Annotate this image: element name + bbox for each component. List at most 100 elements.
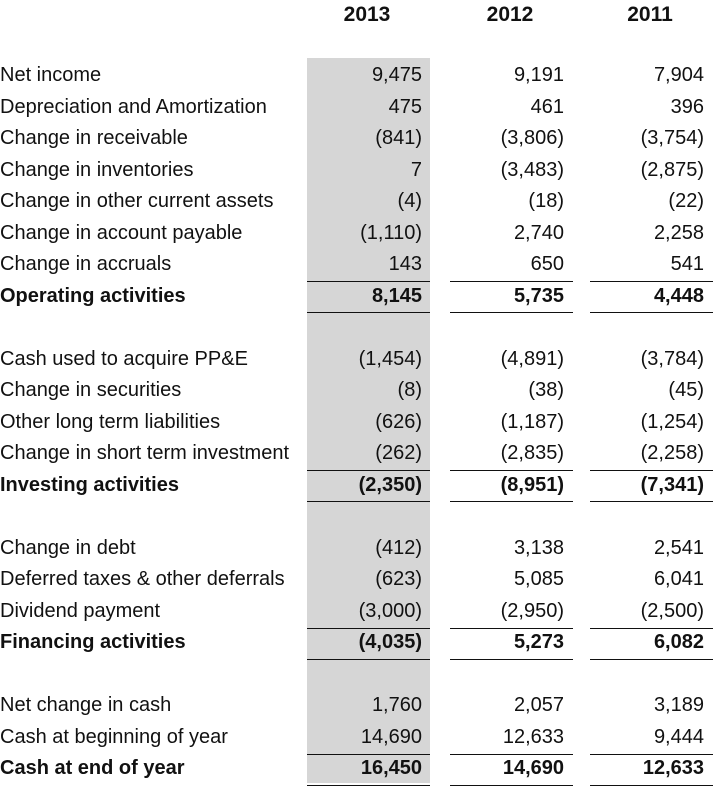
value-2011: 6,041 xyxy=(653,568,704,590)
value-2011: 541 xyxy=(670,253,704,275)
total-rule xyxy=(590,312,713,313)
row-label: Dividend payment xyxy=(0,599,161,622)
total-rule xyxy=(590,784,713,786)
value-2012: (3,483) xyxy=(500,158,564,181)
value-2012: (2,950) xyxy=(500,599,564,622)
value-2013: (3,000) xyxy=(358,599,422,622)
value-2011: (7,341) xyxy=(640,473,704,496)
total-rule xyxy=(307,312,430,313)
header-2012: 2012 xyxy=(486,3,534,26)
total-rule xyxy=(307,501,430,502)
table-row: Change in accruals 143 650 541 xyxy=(0,249,715,280)
row-label: Depreciation and Amortization xyxy=(0,95,267,118)
value-2013: (262) xyxy=(375,442,422,464)
value-2012: 5,085 xyxy=(513,568,564,590)
value-2012: 12,633 xyxy=(502,725,564,748)
table-row: Change in receivable (841) (3,806) (3,754) xyxy=(0,123,715,154)
value-2012: (18) xyxy=(528,190,564,212)
table-row: Change in debt (412) 3,138 2,541 xyxy=(0,533,715,564)
total-rule xyxy=(450,281,573,282)
total-rule xyxy=(450,627,573,629)
row-label: Net change in cash xyxy=(0,694,172,716)
value-2013: (623) xyxy=(375,568,422,590)
table-row: Net change in cash 1,760 2,057 3,189 xyxy=(0,690,715,721)
row-label: Change in receivable xyxy=(0,127,188,149)
total-rule xyxy=(307,753,430,755)
value-2013: 7 xyxy=(410,158,422,181)
table-row: Other long term liabilities (626) (1,187) (… xyxy=(0,407,715,438)
total-rule xyxy=(590,627,713,629)
value-2013: (4,035) xyxy=(358,631,422,653)
value-2012: 650 xyxy=(530,253,564,275)
row-label: Change in accruals xyxy=(0,253,172,275)
value-2012: 9,191 xyxy=(513,64,564,86)
value-2012: 461 xyxy=(530,95,564,118)
value-2011: (1,254) xyxy=(640,410,704,433)
value-2011: 396 xyxy=(670,95,704,118)
value-2013: 8,145 xyxy=(371,284,422,307)
table-total-row: Financing activities (4,035) 5,273 6,082 xyxy=(0,627,715,658)
total-rule xyxy=(590,281,713,282)
table-row: Change in account payable (1,110) 2,740 2,2… xyxy=(0,218,715,249)
value-2012: (38) xyxy=(528,379,564,401)
value-2013: (4) xyxy=(397,190,422,212)
total-rule xyxy=(590,501,713,502)
table-row: Dividend payment (3,000) (2,950) (2,500) xyxy=(0,596,715,627)
value-2012: (4,891) xyxy=(500,347,564,370)
total-rule xyxy=(450,784,573,786)
value-2012: 14,690 xyxy=(502,757,564,779)
total-rule xyxy=(307,784,430,786)
value-2011: (3,754) xyxy=(640,127,704,149)
table-total-row: Operating activities 8,145 5,735 4,448 xyxy=(0,281,715,312)
total-rule xyxy=(590,753,713,755)
table-total-row: Investing activities (2,350) (8,951) (7,341… xyxy=(0,470,715,501)
value-2012: 5,273 xyxy=(513,631,564,653)
total-rule xyxy=(450,658,573,660)
value-2012: (8,951) xyxy=(500,473,564,496)
total-rule xyxy=(450,312,573,313)
value-2013: 475 xyxy=(388,95,422,118)
value-2012: (3,806) xyxy=(500,127,564,149)
value-2011: (45) xyxy=(668,379,704,401)
value-2012: (2,835) xyxy=(500,442,564,464)
total-rule xyxy=(450,753,573,755)
total-label: Investing activities xyxy=(0,473,179,496)
value-2013: 1,760 xyxy=(371,694,422,716)
value-2011: (2,875) xyxy=(640,158,704,181)
value-2013: (841) xyxy=(375,127,422,149)
value-2012: 2,057 xyxy=(513,694,564,716)
value-2013: 9,475 xyxy=(371,64,422,86)
value-2011: 4,448 xyxy=(653,284,704,307)
value-2011: (22) xyxy=(668,190,704,212)
value-2012: 3,138 xyxy=(513,536,564,559)
value-2011: 2,541 xyxy=(653,536,704,559)
total-label: Operating activities xyxy=(0,284,186,307)
value-2013: (412) xyxy=(375,536,422,559)
value-2013: (1,110) xyxy=(360,221,422,244)
row-label: Change in debt xyxy=(0,536,136,559)
table-row: Change in short term investment (262) (2,8… xyxy=(0,438,715,469)
value-2013: (2,350) xyxy=(358,473,422,496)
total-rule xyxy=(307,627,430,629)
total-rule xyxy=(450,470,573,471)
value-2013: (1,454) xyxy=(358,347,422,370)
header-2011: 2011 xyxy=(627,3,673,26)
row-label: Change in securities xyxy=(0,379,182,401)
value-2013: (626) xyxy=(375,410,422,433)
row-label: Change in short term investment xyxy=(0,442,290,464)
row-label: Cash at beginning of year xyxy=(0,725,228,748)
total-rule xyxy=(590,470,713,471)
value-2011: 2,258 xyxy=(653,221,704,244)
total-rule xyxy=(450,501,573,502)
table-row: Net income 9,475 9,191 7,904 xyxy=(0,60,715,91)
value-2011: 9,444 xyxy=(653,725,704,748)
table-row: Change in inventories 7 (3,483) (2,875) xyxy=(0,155,715,186)
value-2012: 2,740 xyxy=(513,221,564,244)
value-2011: (2,500) xyxy=(640,599,704,622)
value-2013: 143 xyxy=(388,253,422,275)
value-2011: 12,633 xyxy=(642,757,704,779)
value-2012: (1,187) xyxy=(500,410,564,433)
total-rule xyxy=(590,658,713,660)
total-label: Financing activities xyxy=(0,631,186,653)
row-label: Other long term liabilities xyxy=(0,410,221,433)
